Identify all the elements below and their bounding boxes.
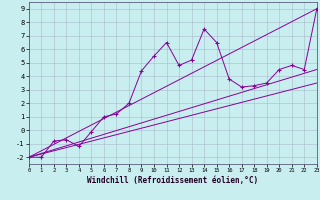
X-axis label: Windchill (Refroidissement éolien,°C): Windchill (Refroidissement éolien,°C) bbox=[87, 176, 258, 185]
